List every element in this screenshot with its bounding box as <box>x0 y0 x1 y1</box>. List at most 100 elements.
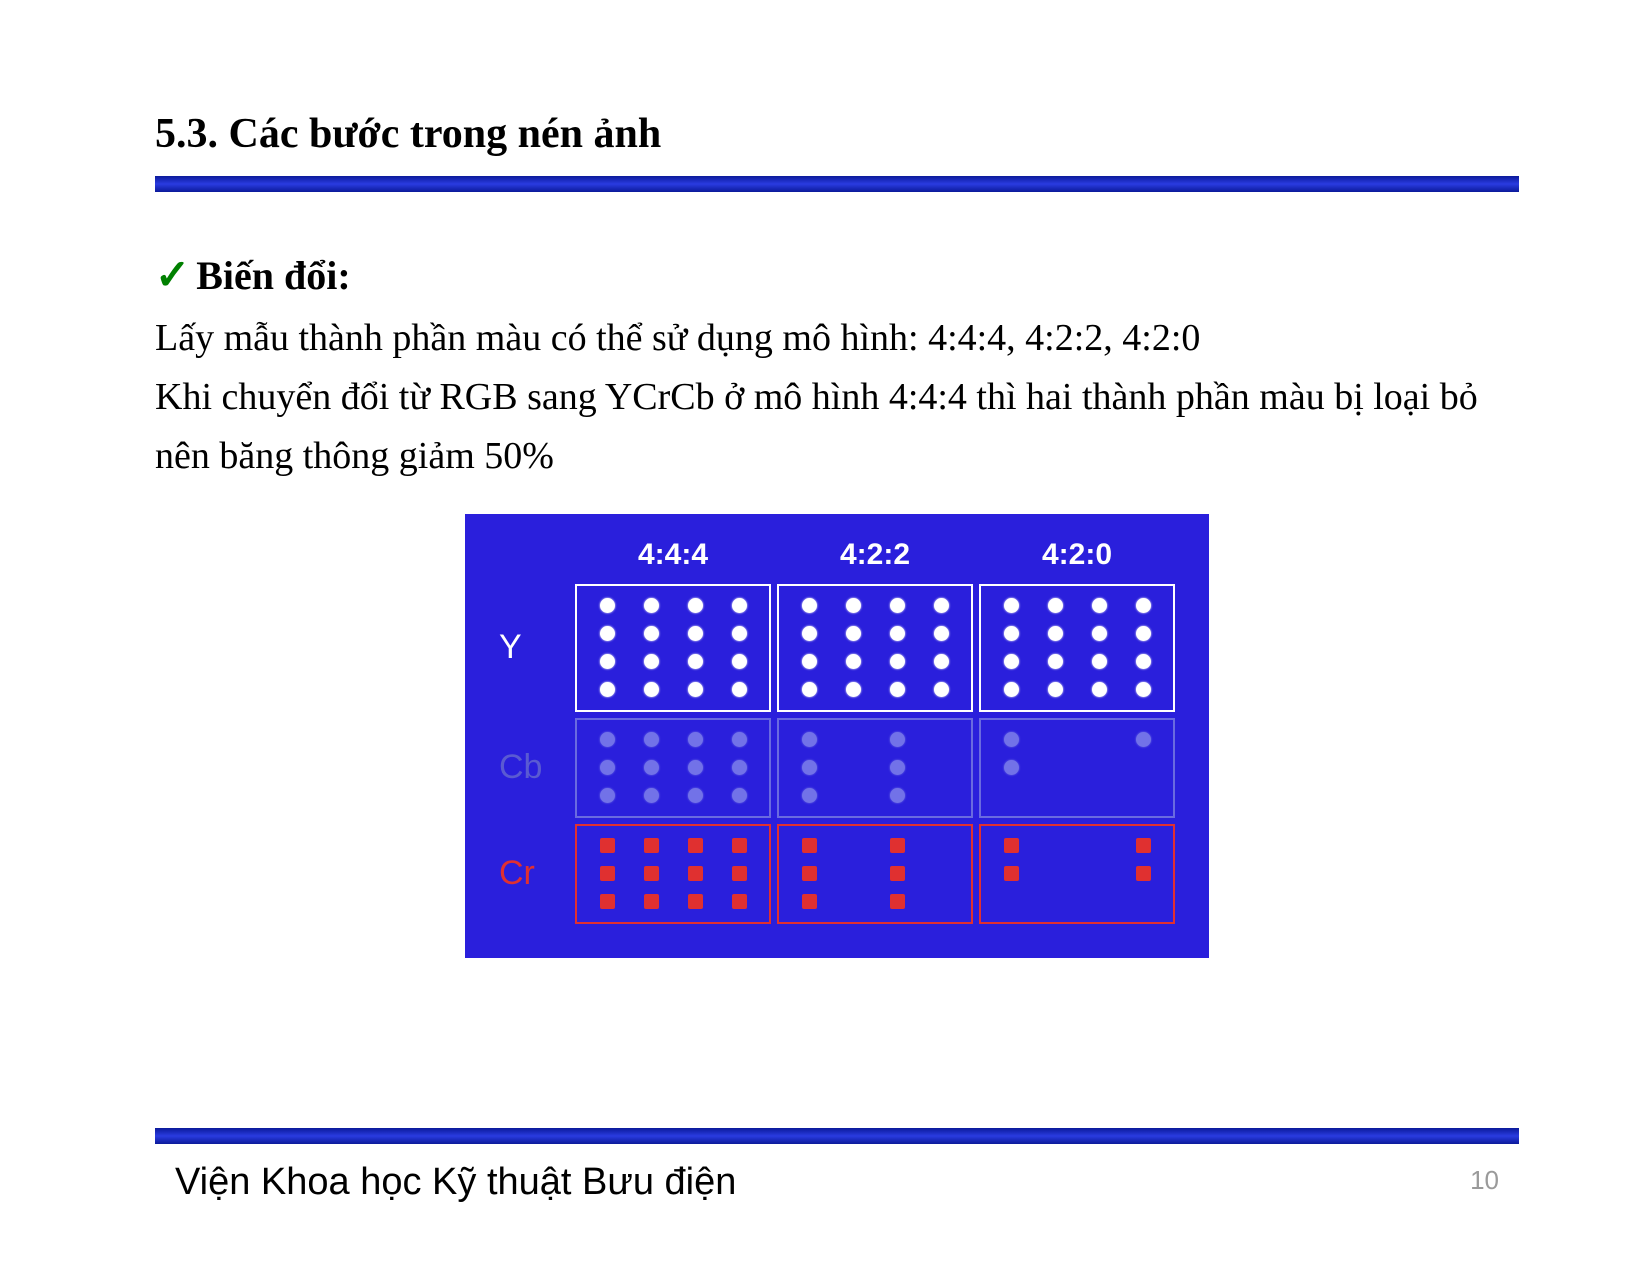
sample-dot <box>600 838 615 853</box>
row-label-cb: Cb <box>499 718 569 818</box>
sample-dot <box>1092 682 1107 697</box>
sample-dot <box>1048 654 1063 669</box>
sample-dot <box>732 654 747 669</box>
sample-box <box>777 824 973 924</box>
sample-dot <box>1004 732 1019 747</box>
sample-dot <box>1136 838 1151 853</box>
sample-dot <box>1004 654 1019 669</box>
sample-dot <box>846 598 861 613</box>
sample-dot <box>802 626 817 641</box>
sample-box <box>777 584 973 712</box>
sample-dot <box>732 732 747 747</box>
sample-dot <box>1136 866 1151 881</box>
sample-dot <box>846 626 861 641</box>
sample-dot <box>1136 654 1151 669</box>
sample-box <box>979 824 1175 924</box>
sample-dot <box>1136 626 1151 641</box>
checkmark-icon: ✓ <box>155 255 190 297</box>
sample-dot <box>644 654 659 669</box>
sample-dot <box>600 682 615 697</box>
sample-dot <box>688 598 703 613</box>
sample-box <box>777 718 973 818</box>
sample-box <box>575 718 771 818</box>
sample-dot <box>890 654 905 669</box>
sample-dot <box>732 894 747 909</box>
sample-dot <box>934 598 949 613</box>
sample-dot <box>802 598 817 613</box>
sample-dot <box>644 894 659 909</box>
sample-dot <box>1004 682 1019 697</box>
sample-dot <box>846 654 861 669</box>
sample-dot <box>1048 682 1063 697</box>
sample-box <box>575 824 771 924</box>
sample-dot <box>802 866 817 881</box>
sample-dot <box>732 788 747 803</box>
sample-dot <box>732 626 747 641</box>
subheading-text: Biến đổi: <box>196 252 350 299</box>
sample-dot <box>802 838 817 853</box>
sample-dot <box>890 788 905 803</box>
sample-dot <box>890 866 905 881</box>
sample-dot <box>1092 654 1107 669</box>
sample-dot <box>846 682 861 697</box>
sample-dot <box>688 866 703 881</box>
sample-dot <box>1004 598 1019 613</box>
sample-dot <box>688 654 703 669</box>
sample-dot <box>890 732 905 747</box>
column-header: 4:4:4 <box>575 538 771 578</box>
sample-dot <box>600 760 615 775</box>
sample-dot <box>1004 626 1019 641</box>
sample-dot <box>890 682 905 697</box>
body-line-1: Lấy mẫu thành phần màu có thể sử dụng mô… <box>155 317 1200 359</box>
sample-dot <box>802 654 817 669</box>
body-paragraph: Lấy mẫu thành phần màu có thể sử dụng mô… <box>155 309 1519 486</box>
sample-dot <box>732 760 747 775</box>
sample-dot <box>934 654 949 669</box>
sample-dot <box>600 598 615 613</box>
sample-dot <box>732 838 747 853</box>
sample-dot <box>644 866 659 881</box>
sample-dot <box>688 788 703 803</box>
sample-dot <box>802 732 817 747</box>
sample-dot <box>688 838 703 853</box>
sample-dot <box>1004 760 1019 775</box>
sample-dot <box>802 760 817 775</box>
sample-dot <box>644 626 659 641</box>
divider-top <box>155 176 1519 192</box>
sample-dot <box>644 788 659 803</box>
divider-bottom <box>155 1128 1519 1144</box>
sample-dot <box>1136 732 1151 747</box>
sample-dot <box>644 838 659 853</box>
column-header: 4:2:2 <box>777 538 973 578</box>
footer-institution: Viện Khoa học Kỹ thuật Bưu điện <box>175 1161 736 1204</box>
sample-dot <box>890 894 905 909</box>
sample-dot <box>1048 626 1063 641</box>
sample-dot <box>688 894 703 909</box>
sample-dot <box>1136 682 1151 697</box>
sample-dot <box>1004 838 1019 853</box>
sample-dot <box>890 760 905 775</box>
sample-dot <box>890 626 905 641</box>
sample-dot <box>1092 598 1107 613</box>
sample-dot <box>802 894 817 909</box>
sample-dot <box>732 598 747 613</box>
sample-dot <box>1136 598 1151 613</box>
sample-dot <box>890 598 905 613</box>
body-line-2: Khi chuyển đổi từ RGB sang YCrCb ở mô hì… <box>155 376 1478 477</box>
sample-dot <box>688 732 703 747</box>
sample-dot <box>600 732 615 747</box>
sample-box <box>575 584 771 712</box>
sample-dot <box>644 598 659 613</box>
sample-dot <box>644 732 659 747</box>
page-number: 10 <box>1470 1165 1499 1196</box>
sample-dot <box>600 626 615 641</box>
sample-dot <box>600 866 615 881</box>
sample-dot <box>934 682 949 697</box>
section-heading: 5.3. Các bước trong nén ảnh <box>155 110 1519 158</box>
sample-dot <box>1048 598 1063 613</box>
sample-dot <box>1004 866 1019 881</box>
row-label-cr: Cr <box>499 824 569 924</box>
row-label-y: Y <box>499 584 569 712</box>
sample-dot <box>1092 626 1107 641</box>
subheading: ✓ Biến đổi: <box>155 252 1519 299</box>
